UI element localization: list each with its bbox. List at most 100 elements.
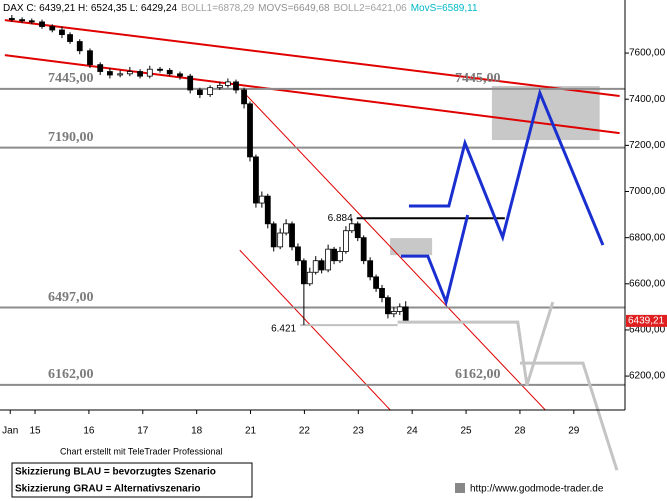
candle-body: [306, 271, 313, 285]
candle-body: [166, 69, 173, 75]
header-item: MOVS=6649,68: [258, 3, 330, 14]
candle-body: [253, 156, 259, 204]
y-tick-label: 7000,00: [629, 186, 666, 197]
candle-body: [367, 260, 374, 278]
candle-body: [379, 288, 385, 299]
candle-body: [241, 89, 247, 105]
candle-body: [126, 71, 133, 75]
candle-body: [137, 71, 143, 77]
level-label: 6162,00: [455, 367, 501, 382]
candle-body: [264, 195, 271, 225]
candle-body: [343, 230, 349, 252]
y-tick-label: 6200,00: [629, 371, 666, 382]
scenario-line: [408, 88, 605, 246]
candle-body: [225, 81, 231, 86]
candle-body: [360, 237, 367, 262]
candle-body: [97, 64, 104, 72]
header: DAX C: 6439,21 H: 6524,35 L: 6429,24 BOLL…: [3, 3, 478, 14]
candle-body: [318, 260, 325, 271]
level-label: 7445,00: [48, 71, 94, 86]
level-label: 6162,00: [48, 367, 94, 382]
y-tick-label: 7400,00: [629, 94, 666, 105]
candle-body: [19, 19, 25, 22]
credit: Chart erstellt mit TeleTrader Profession…: [60, 446, 223, 456]
trendline: [4, 54, 620, 135]
x-tick-label: Jan: [2, 426, 18, 437]
candle-body: [49, 26, 56, 31]
x-tick-label: 17: [137, 426, 149, 437]
candle-body: [8, 18, 15, 21]
candle-body: [337, 251, 343, 262]
candle-body: [247, 103, 253, 158]
candle-body: [385, 297, 391, 315]
x-tick-label: 22: [299, 426, 311, 437]
scenario-line: [397, 301, 555, 386]
candle-body: [312, 260, 319, 273]
x-tick-label: 18: [191, 426, 203, 437]
legend-box: [11, 462, 253, 498]
scenario-line: [519, 361, 619, 471]
candle-body: [76, 41, 83, 52]
candle-body: [325, 248, 332, 271]
candle-body: [331, 248, 337, 262]
candle-body: [207, 87, 214, 95]
y-tick-label: 7600,00: [629, 48, 666, 59]
y-tick-label: 6600,00: [629, 278, 666, 289]
y-tick-label: 7200,00: [629, 140, 666, 151]
x-tick-label: 23: [353, 426, 365, 437]
x-tick-label: 15: [29, 426, 41, 437]
trendline: [239, 249, 391, 410]
x-tick-label: 29: [568, 426, 580, 437]
candle-body: [67, 34, 73, 42]
legend-text: Skizzierung BLAU = bevorzugtes Szenario: [15, 467, 216, 478]
x-tick-label: 21: [245, 426, 257, 437]
candle-body: [216, 84, 223, 89]
candle-body: [107, 71, 113, 76]
zone: [491, 86, 600, 141]
candle-body: [157, 68, 163, 71]
candle-body: [87, 50, 93, 66]
plot-area: [4, 19, 620, 410]
candle-body: [277, 232, 284, 248]
candle-body: [390, 311, 397, 315]
mark-label: 6.884: [328, 213, 353, 224]
candle-body: [59, 29, 65, 36]
scenario-line: [400, 214, 470, 307]
candle-body: [295, 246, 301, 262]
candle-body: [354, 223, 361, 239]
y-tick-label: 6400,00: [629, 325, 666, 336]
level-label: 7445,00: [455, 71, 501, 86]
legend-text: Skizzierung GRAU = Alternativszenario: [15, 484, 201, 495]
candle-body: [177, 73, 183, 77]
candle-body: [39, 21, 45, 27]
candle-body: [233, 81, 239, 91]
mark-label: 6.421: [271, 324, 296, 335]
candle-body: [402, 306, 409, 322]
x-tick-label: 24: [407, 426, 419, 437]
candle-body: [258, 195, 265, 204]
candle-body: [146, 68, 153, 77]
level-label: 6497,00: [48, 290, 94, 305]
header-item: BOLL1=6878,29: [181, 3, 255, 14]
y-tick-label: 6800,00: [629, 232, 666, 243]
x-tick-label: 25: [460, 426, 472, 437]
level-label: 7190,00: [48, 130, 94, 145]
candle-body: [300, 260, 307, 285]
price-tag: [626, 314, 667, 327]
x-tick-label: 16: [83, 426, 95, 437]
candle-body: [28, 20, 35, 23]
header-item: MovS=6589,11: [411, 3, 478, 14]
candle-body: [187, 75, 194, 91]
price-tag-label: 6439,21: [628, 316, 665, 327]
candle-body: [196, 89, 203, 95]
x-tick-label: 28: [514, 426, 526, 437]
candle-body: [348, 223, 355, 232]
candle-body: [270, 223, 277, 248]
candle-body: [396, 306, 403, 312]
url[interactable]: http://www.godmode-trader.de: [470, 484, 604, 495]
candle-body: [289, 223, 295, 248]
trendline: [239, 87, 547, 410]
url-icon: [455, 483, 465, 493]
trendline: [4, 19, 620, 97]
